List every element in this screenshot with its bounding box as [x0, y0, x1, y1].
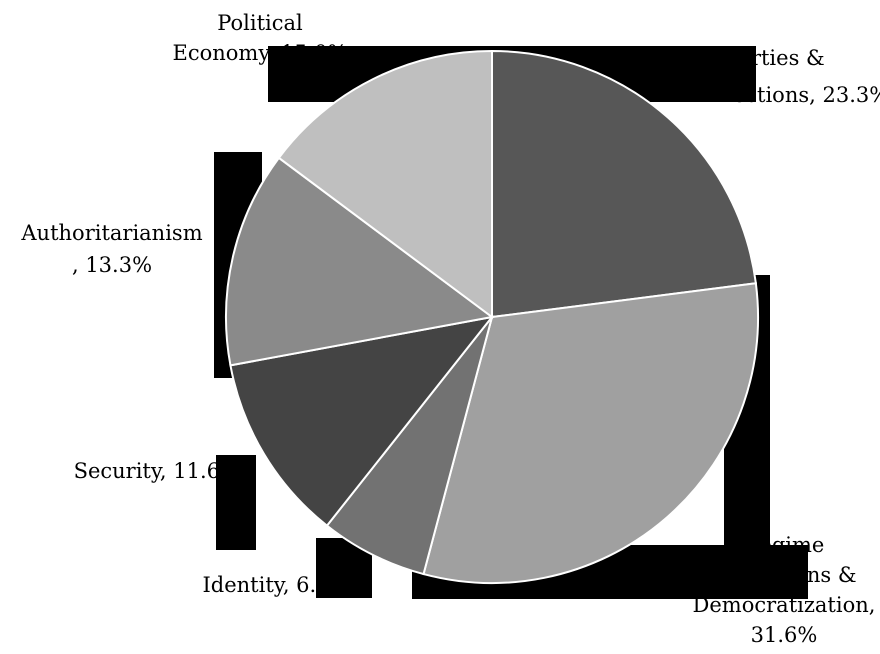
slice-label-authoritarianism: Authoritarianism, 13.3%	[20, 221, 202, 277]
pie-slice-identity	[325, 316, 493, 576]
pie-labels: Parties & Elections, 23.3% Regime Transiti…	[20, 11, 880, 647]
pie-slice-security	[229, 315, 495, 528]
pie-slice-regime-transitions-democratization	[422, 282, 759, 584]
slice-label-identity: Identity, 6.6%	[202, 573, 349, 597]
pie-slice-political-economy	[277, 49, 493, 319]
slice-label-security: Security, 11.6%	[74, 459, 240, 483]
pie-slices	[225, 49, 759, 584]
pie-slice-authoritarianism	[225, 156, 495, 367]
slice-label-regime: Regime Transitions & Democratization, 31.6%	[693, 533, 876, 647]
slice-label-parties: Parties & Elections, 23.3%	[711, 46, 880, 107]
pie-slice-parties-elections	[491, 49, 757, 319]
slice-label-political-economy: Political Economy, 15.0%	[173, 11, 348, 65]
occluder-3	[216, 455, 256, 550]
